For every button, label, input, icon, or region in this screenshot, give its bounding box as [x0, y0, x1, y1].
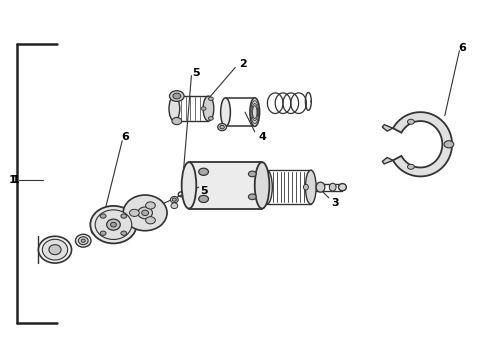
- Circle shape: [129, 209, 139, 216]
- Circle shape: [173, 93, 181, 99]
- Ellipse shape: [329, 183, 336, 191]
- Circle shape: [208, 97, 213, 100]
- Ellipse shape: [169, 96, 180, 121]
- Text: 4: 4: [258, 132, 266, 142]
- Ellipse shape: [172, 198, 176, 201]
- Ellipse shape: [138, 207, 152, 219]
- Ellipse shape: [38, 236, 72, 263]
- Ellipse shape: [339, 184, 346, 191]
- Ellipse shape: [182, 162, 196, 208]
- Ellipse shape: [95, 210, 132, 239]
- Ellipse shape: [123, 195, 167, 231]
- Circle shape: [208, 117, 213, 120]
- Ellipse shape: [262, 170, 272, 204]
- Polygon shape: [189, 162, 262, 208]
- Circle shape: [248, 194, 256, 200]
- Circle shape: [100, 231, 106, 235]
- Ellipse shape: [75, 234, 91, 247]
- Ellipse shape: [220, 98, 230, 126]
- Circle shape: [172, 117, 182, 125]
- Ellipse shape: [171, 203, 178, 208]
- Ellipse shape: [107, 219, 120, 230]
- Text: 3: 3: [331, 198, 339, 208]
- Circle shape: [121, 231, 127, 235]
- Text: 6: 6: [458, 43, 466, 53]
- Polygon shape: [382, 125, 393, 131]
- Circle shape: [408, 164, 415, 169]
- Ellipse shape: [49, 245, 61, 255]
- Ellipse shape: [220, 125, 224, 129]
- Circle shape: [201, 107, 206, 111]
- Text: 6: 6: [122, 132, 129, 142]
- Circle shape: [121, 214, 127, 218]
- Circle shape: [146, 202, 155, 209]
- Ellipse shape: [81, 239, 85, 242]
- Circle shape: [199, 168, 208, 175]
- Ellipse shape: [218, 123, 226, 131]
- Ellipse shape: [142, 210, 148, 216]
- Circle shape: [199, 195, 208, 203]
- Circle shape: [444, 141, 454, 148]
- Ellipse shape: [305, 170, 316, 204]
- Text: 5: 5: [200, 186, 207, 196]
- Ellipse shape: [42, 239, 68, 260]
- Ellipse shape: [171, 197, 178, 203]
- Ellipse shape: [90, 206, 137, 243]
- Text: 2: 2: [239, 59, 246, 69]
- Ellipse shape: [203, 96, 214, 121]
- Polygon shape: [382, 157, 393, 164]
- Text: 1: 1: [12, 175, 20, 185]
- Ellipse shape: [316, 182, 325, 192]
- Ellipse shape: [255, 162, 270, 208]
- Circle shape: [408, 119, 415, 124]
- Ellipse shape: [250, 98, 260, 126]
- Ellipse shape: [111, 222, 116, 227]
- Circle shape: [100, 214, 106, 218]
- Ellipse shape: [78, 237, 88, 245]
- Polygon shape: [393, 112, 452, 176]
- Circle shape: [248, 171, 256, 177]
- Circle shape: [146, 217, 155, 224]
- Text: 1: 1: [8, 175, 16, 185]
- Text: 5: 5: [193, 68, 200, 78]
- Circle shape: [170, 91, 184, 102]
- Ellipse shape: [303, 184, 308, 190]
